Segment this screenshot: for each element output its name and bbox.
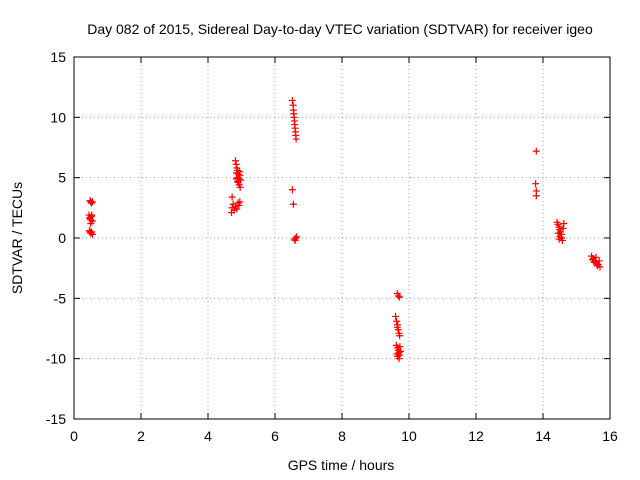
x-tick-label: 4 [204,428,212,444]
y-tick-label: 10 [50,109,66,125]
x-tick-label: 14 [535,428,551,444]
x-tick-label: 16 [602,428,618,444]
y-tick-label: -15 [46,411,66,427]
data-point [86,215,94,223]
y-tick-label: 5 [58,170,66,186]
x-tick-label: 12 [468,428,484,444]
data-point [86,228,94,236]
data-point [288,96,296,104]
x-tick-label: 10 [401,428,417,444]
data-point [396,343,404,351]
chart-title: Day 082 of 2015, Sidereal Day-to-day VTE… [87,21,593,37]
data-point [87,229,95,237]
data-point [228,193,236,201]
data-point [393,350,401,358]
data-point [396,293,404,301]
data-point [560,220,568,228]
data-point [394,292,402,300]
data-point [393,323,401,331]
data-point [289,200,297,208]
data-point [236,183,244,191]
x-axis-label: GPS time / hours [288,457,395,473]
data-point [237,176,245,184]
y-tick-label: 0 [58,230,66,246]
data-point [532,147,540,155]
data-point [589,256,597,264]
data-point [233,205,241,213]
data-point [235,201,243,209]
y-axis-label: SDTVAR / TECUs [9,182,25,294]
data-point [532,192,540,200]
data-point [232,160,240,168]
data-point [291,236,299,244]
data-point [395,355,403,363]
data-point [87,220,95,228]
y-tick-label: 15 [50,49,66,65]
tick-labels: 0 2 4 6 8 10 12 14 16 -15 -10 -5 0 5 10 15 [46,49,618,444]
data-point [532,180,540,188]
data-point [288,186,296,194]
data-point [393,317,401,325]
x-tick-label: 2 [137,428,145,444]
data-point [396,332,404,340]
data-point [88,198,96,206]
grid-lines [74,57,610,419]
y-tick-label: -10 [46,351,66,367]
data-point [595,257,603,265]
data-point [558,236,566,244]
data-point [236,198,244,206]
data-point [559,224,567,232]
y-tick-label: -5 [54,290,67,306]
data-point [235,168,243,176]
x-tick-label: 0 [70,428,78,444]
data-point [392,312,400,320]
x-tick-label: 6 [271,428,279,444]
data-point [232,175,240,183]
data-point [88,211,96,219]
data-point [293,233,301,241]
data-point [231,157,239,165]
axis-ticks [73,56,611,420]
data-point [593,262,601,270]
x-tick-label: 8 [338,428,346,444]
data-point [87,199,95,207]
data-point [292,135,300,143]
data-point [554,229,562,237]
data-points [85,96,604,363]
data-point [397,347,405,355]
